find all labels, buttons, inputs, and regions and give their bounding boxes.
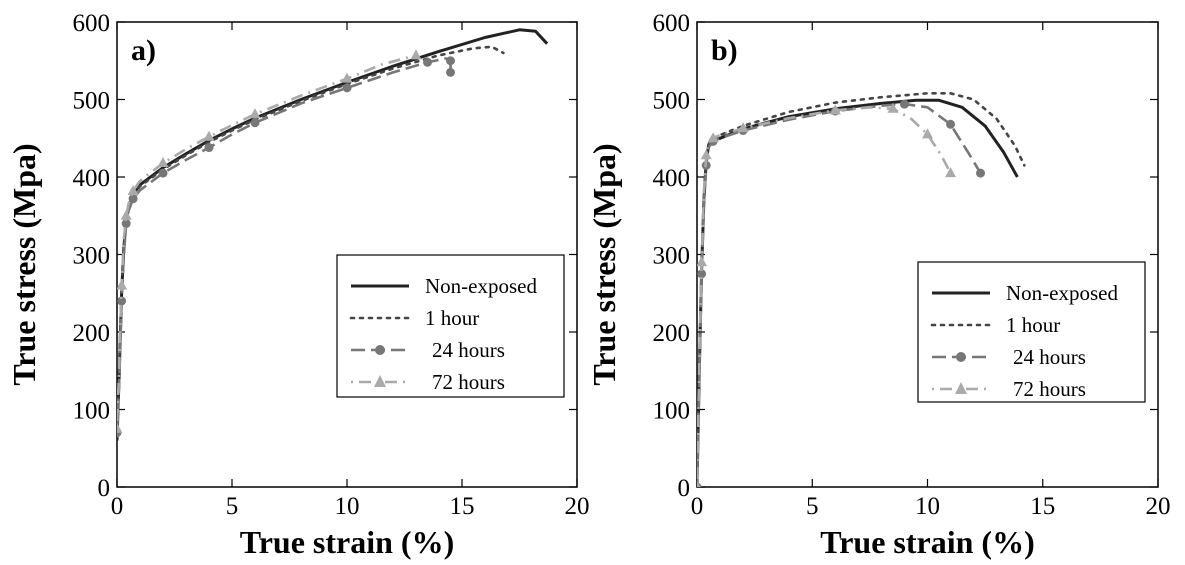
legend-label: 1 hour	[425, 306, 479, 330]
x-axis-label: True strain (%)	[240, 524, 454, 560]
legend-box	[917, 261, 1146, 403]
data-point-triangle	[117, 422, 123, 433]
x-tick-label: 5	[806, 493, 819, 520]
x-tick-label: 10	[915, 493, 940, 520]
y-tick-label: 500	[73, 88, 111, 115]
x-tick-label: 0	[691, 493, 704, 520]
data-point-circle	[128, 194, 138, 204]
data-point-circle	[204, 143, 214, 153]
legend-label: Non-exposed	[425, 274, 537, 298]
x-tick-label: 15	[1030, 493, 1055, 520]
legend-marker-circle	[956, 352, 966, 362]
data-point-triangle	[157, 157, 169, 168]
x-axis-label: True strain (%)	[820, 524, 1034, 560]
legend-label: 24 hours	[1013, 345, 1086, 369]
y-tick-label: 0	[678, 475, 691, 502]
data-point-triangle	[410, 49, 422, 60]
series-line	[117, 54, 417, 429]
y-tick-label: 600	[73, 10, 111, 37]
data-point-circle	[250, 118, 260, 128]
legend-marker-circle	[375, 345, 385, 355]
y-tick-label: 500	[653, 88, 691, 115]
x-tick-label: 20	[1146, 493, 1171, 520]
data-point-triangle	[249, 108, 261, 119]
y-tick-label: 0	[98, 475, 111, 502]
data-point-triangle	[887, 102, 899, 113]
y-tick-label: 100	[653, 398, 691, 425]
y-tick-label: 200	[73, 320, 111, 347]
data-point-circle	[117, 296, 127, 306]
data-point-triangle	[120, 209, 132, 220]
plot-frame	[696, 21, 1159, 488]
y-axis-label: True stress (Mpa)	[6, 143, 42, 385]
data-point-circle	[158, 168, 168, 178]
data-point-circle	[121, 219, 131, 228]
panel-label: a)	[131, 34, 156, 67]
data-point-circle	[342, 83, 352, 93]
data-point-triangle	[341, 72, 353, 83]
data-point-circle	[446, 67, 455, 77]
data-point-triangle	[945, 167, 957, 178]
legend-label: 72 hours	[432, 370, 505, 394]
data-point-triangle	[203, 130, 215, 141]
data-point-triangle	[697, 481, 701, 487]
y-tick-label: 200	[653, 320, 691, 347]
y-tick-label: 400	[73, 165, 111, 192]
y-tick-label: 300	[653, 243, 691, 270]
legend-label: 72 hours	[1013, 377, 1086, 401]
legend-label: Non-exposed	[1006, 281, 1118, 305]
panel-label: b)	[711, 34, 738, 67]
x-tick-label: 20	[565, 493, 590, 520]
y-axis-label: True stress (Mpa)	[586, 143, 622, 385]
data-point-triangle	[127, 184, 139, 195]
y-tick-label: 100	[73, 398, 111, 425]
data-point-triangle	[700, 149, 712, 160]
series-line	[117, 57, 452, 433]
x-tick-label: 10	[335, 493, 360, 520]
data-point-circle	[423, 57, 432, 67]
data-point-circle	[446, 56, 455, 66]
data-point-triangle	[737, 122, 749, 133]
data-point-triangle	[922, 128, 933, 139]
legend-box	[336, 254, 565, 398]
series-4	[117, 49, 422, 433]
data-point-triangle	[117, 279, 128, 290]
y-tick-label: 300	[73, 243, 111, 270]
x-tick-label: 15	[450, 493, 475, 520]
data-point-triangle	[707, 132, 719, 143]
legend: Non-exposed 1 hour 24 hours 72 hours	[917, 261, 1146, 403]
data-point-circle	[697, 269, 707, 279]
x-tick-label: 5	[226, 493, 239, 520]
data-point-triangle	[697, 256, 708, 267]
x-tick-label: 0	[111, 493, 124, 520]
series-4	[697, 102, 957, 487]
legend-marker-triangle	[955, 382, 967, 394]
y-tick-label: 600	[653, 10, 691, 37]
series-3	[117, 56, 455, 438]
series-line	[697, 106, 952, 487]
legend-marker-triangle	[374, 375, 386, 387]
data-point-circle	[976, 168, 986, 178]
y-tick-label: 400	[653, 165, 691, 192]
legend-label: 24 hours	[432, 338, 505, 362]
data-point-circle	[899, 99, 909, 109]
data-point-triangle	[829, 104, 841, 115]
legend-label: 1 hour	[1006, 313, 1060, 337]
legend: Non-exposed 1 hour 24 hours 72 hours	[336, 254, 565, 398]
data-point-circle	[946, 119, 956, 129]
